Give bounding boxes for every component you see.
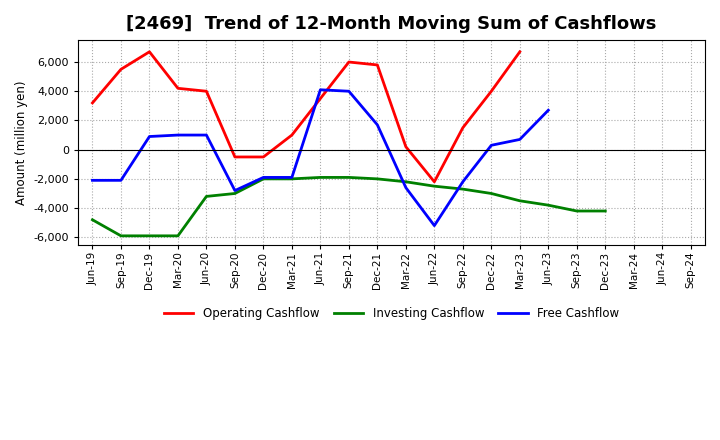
Legend: Operating Cashflow, Investing Cashflow, Free Cashflow: Operating Cashflow, Investing Cashflow, … — [159, 302, 624, 325]
Investing Cashflow — [287, 176, 296, 182]
Investing Cashflow — [459, 187, 467, 192]
Free Cashflow — [287, 175, 296, 180]
Free Cashflow — [373, 122, 382, 128]
Free Cashflow — [174, 132, 182, 138]
Y-axis label: Amount (million yen): Amount (million yen) — [15, 80, 28, 205]
Operating Cashflow — [345, 59, 354, 65]
Investing Cashflow — [487, 191, 495, 196]
Free Cashflow — [402, 185, 410, 190]
Line: Free Cashflow: Free Cashflow — [92, 90, 549, 226]
Free Cashflow — [516, 137, 524, 142]
Operating Cashflow — [430, 179, 438, 184]
Free Cashflow — [316, 87, 325, 92]
Free Cashflow — [145, 134, 154, 139]
Investing Cashflow — [316, 175, 325, 180]
Free Cashflow — [430, 223, 438, 228]
Free Cashflow — [487, 143, 495, 148]
Free Cashflow — [544, 108, 553, 113]
Investing Cashflow — [402, 179, 410, 184]
Investing Cashflow — [174, 233, 182, 238]
Free Cashflow — [230, 188, 239, 193]
Investing Cashflow — [516, 198, 524, 203]
Operating Cashflow — [145, 49, 154, 55]
Investing Cashflow — [259, 176, 268, 182]
Investing Cashflow — [572, 209, 581, 214]
Operating Cashflow — [230, 154, 239, 160]
Free Cashflow — [117, 178, 125, 183]
Title: [2469]  Trend of 12-Month Moving Sum of Cashflows: [2469] Trend of 12-Month Moving Sum of C… — [127, 15, 657, 33]
Operating Cashflow — [259, 154, 268, 160]
Operating Cashflow — [287, 132, 296, 138]
Free Cashflow — [202, 132, 211, 138]
Operating Cashflow — [316, 96, 325, 101]
Operating Cashflow — [459, 125, 467, 130]
Investing Cashflow — [373, 176, 382, 182]
Operating Cashflow — [88, 100, 96, 106]
Free Cashflow — [459, 179, 467, 184]
Investing Cashflow — [202, 194, 211, 199]
Operating Cashflow — [202, 88, 211, 94]
Investing Cashflow — [117, 233, 125, 238]
Line: Investing Cashflow: Investing Cashflow — [92, 177, 606, 236]
Free Cashflow — [88, 178, 96, 183]
Operating Cashflow — [516, 49, 524, 55]
Operating Cashflow — [373, 62, 382, 68]
Investing Cashflow — [345, 175, 354, 180]
Operating Cashflow — [174, 86, 182, 91]
Investing Cashflow — [88, 217, 96, 222]
Investing Cashflow — [544, 202, 553, 208]
Free Cashflow — [259, 175, 268, 180]
Operating Cashflow — [487, 88, 495, 94]
Investing Cashflow — [145, 233, 154, 238]
Free Cashflow — [345, 88, 354, 94]
Investing Cashflow — [430, 183, 438, 189]
Investing Cashflow — [601, 209, 610, 214]
Investing Cashflow — [230, 191, 239, 196]
Operating Cashflow — [402, 144, 410, 150]
Operating Cashflow — [117, 67, 125, 72]
Line: Operating Cashflow: Operating Cashflow — [92, 52, 520, 182]
